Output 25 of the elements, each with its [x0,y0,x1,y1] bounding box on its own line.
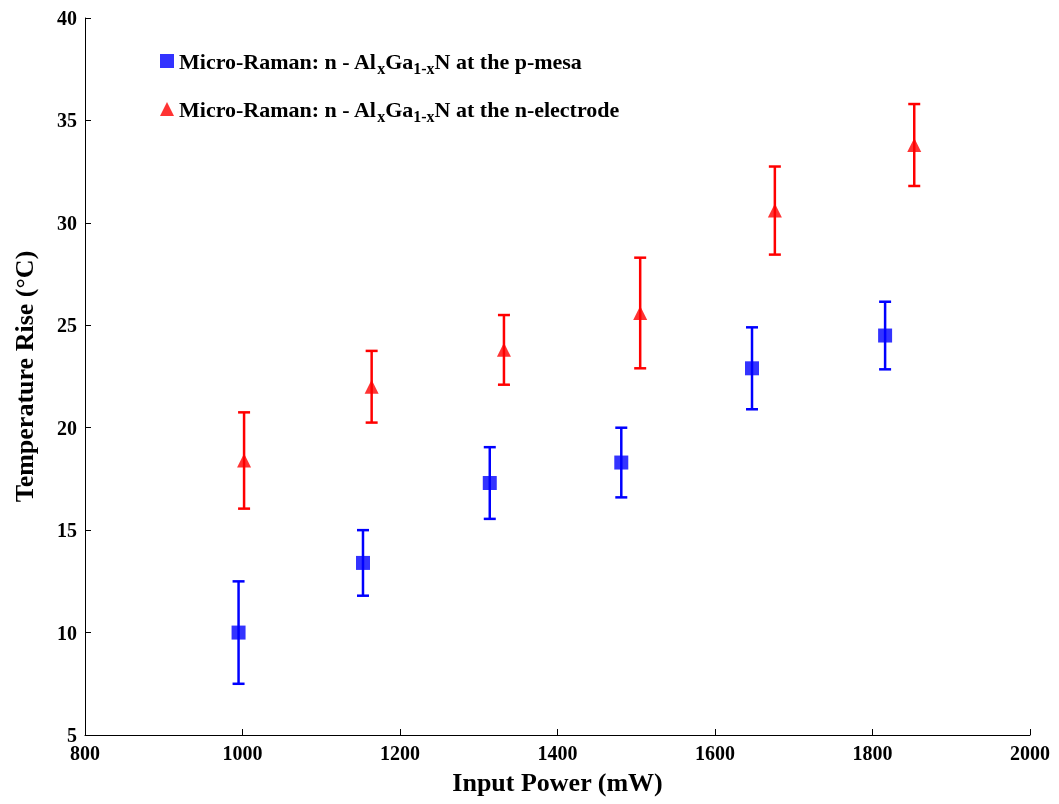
x-tick-label: 1800 [852,742,893,764]
x-tick-label: 2000 [1010,742,1050,764]
y-tick-label: 15 [57,519,77,542]
y-tick-label: 20 [57,416,77,439]
point [231,625,246,640]
x-tick-label: 1600 [695,742,735,764]
y-tick-label: 25 [57,314,77,337]
x-tick-label: 1200 [380,742,420,764]
point [907,138,922,153]
point [745,361,760,376]
y-tick-label: 40 [57,7,77,29]
x-tick-label: 1400 [537,742,578,764]
y-tick-label: 10 [57,621,77,644]
point [237,453,252,468]
point [614,455,629,470]
point [767,203,782,218]
y-tick-label: 35 [57,109,77,132]
point [482,476,497,491]
y-axis-title: Temperature Rise (°C) [9,250,39,503]
x-tick-label: 1000 [222,742,263,764]
x-axis-title: Input Power (mW) [452,767,663,797]
point [355,555,370,570]
point [878,328,893,343]
y-tick-label: 30 [57,211,77,234]
point [364,379,379,394]
